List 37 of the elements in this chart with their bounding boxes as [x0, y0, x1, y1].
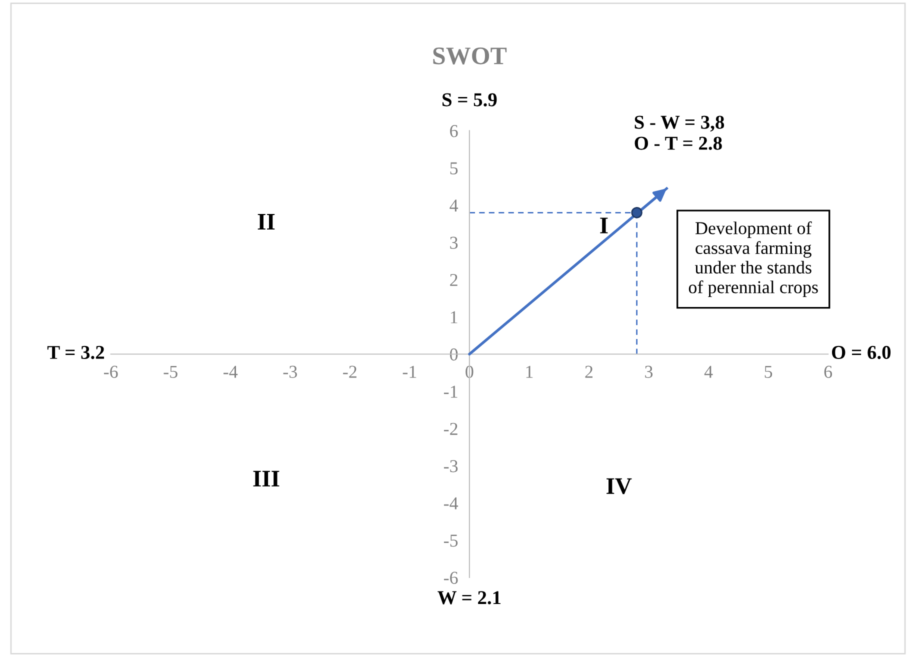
y-tick-label: -2 — [444, 422, 458, 435]
y-tick-label: 1 — [450, 311, 458, 324]
x-tick-label: 6 — [824, 366, 832, 378]
y-tick-label: -6 — [444, 572, 458, 584]
y-tick-label: 2 — [450, 274, 458, 286]
x-tick-label: 3 — [645, 366, 653, 378]
x-tick-label: -6 — [104, 366, 118, 378]
y-tick-label: -4 — [444, 497, 458, 510]
x-tick-label: -4 — [224, 366, 238, 378]
x-tick-label: -1 — [402, 366, 416, 378]
chart-title: SWOT — [433, 48, 507, 64]
annotation: I — [600, 218, 608, 234]
x-tick-label: -2 — [343, 366, 356, 378]
y-tick-label: 3 — [450, 236, 458, 249]
x-tick-label: -5 — [164, 366, 178, 378]
x-tick-label: 2 — [585, 366, 593, 378]
y-tick-label: -5 — [444, 534, 458, 547]
annotation: II — [258, 214, 275, 230]
y-tick-label: -3 — [444, 460, 458, 472]
x-tick-label: 0 — [466, 366, 474, 378]
y-tick-label: 4 — [450, 200, 458, 212]
x-tick-label: 4 — [704, 366, 713, 378]
y-axis-title: S = 5.9 — [442, 93, 497, 106]
y-tick-label: 5 — [450, 162, 458, 174]
text: W = 2.1 — [438, 591, 501, 604]
y-tick-label: -1 — [444, 386, 458, 398]
text: T = 3.2 — [47, 346, 104, 360]
annotation: S - W = 3,8 O - T = 2.8 — [634, 116, 724, 150]
x-tick-label: -3 — [283, 366, 297, 378]
x-tick-label: 5 — [764, 366, 772, 378]
annotation: Development of cassava farming under the stands of perennial crops — [688, 221, 818, 297]
y-tick-label: 6 — [450, 125, 458, 138]
x-axis-title: O = 6.0 — [832, 346, 891, 360]
annotation: III — [253, 470, 280, 486]
annotation: IV — [606, 478, 632, 494]
y-tick-label: 0 — [450, 348, 458, 361]
x-tick-label: 1 — [526, 366, 533, 378]
